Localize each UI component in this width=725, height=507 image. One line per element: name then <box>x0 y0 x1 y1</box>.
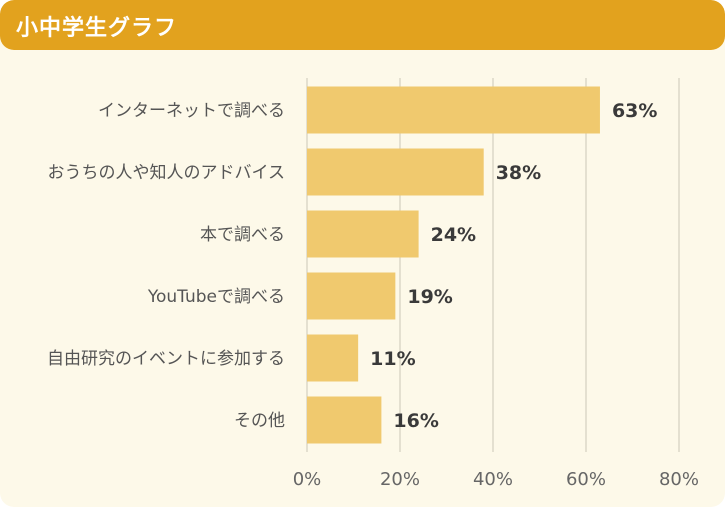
data-label: 19% <box>407 286 452 308</box>
x-tick-label: 0% <box>293 469 322 490</box>
data-label: 16% <box>393 410 438 432</box>
category-label: インターネットで調べる <box>98 101 285 121</box>
category-label: YouTubeで調べる <box>147 287 285 307</box>
x-tick-label: 20% <box>380 469 420 490</box>
data-label: 38% <box>496 162 541 184</box>
x-tick-label: 80% <box>659 469 699 490</box>
category-label: その他 <box>234 411 285 431</box>
chart-title: 小中学生グラフ <box>16 16 178 41</box>
category-label: 本で調べる <box>200 225 285 245</box>
category-label: 自由研究のイベントに参加する <box>47 349 285 369</box>
data-label: 11% <box>370 348 415 370</box>
data-label: 24% <box>431 224 476 246</box>
bar <box>307 210 419 258</box>
bar <box>307 334 359 382</box>
x-tick-label: 40% <box>473 469 513 490</box>
chart-header: 小中学生グラフ <box>0 0 725 50</box>
bar <box>307 86 600 134</box>
bar <box>307 148 484 196</box>
bar <box>307 272 396 320</box>
category-label: おうちの人や知人のアドバイス <box>48 163 286 183</box>
x-tick-label: 60% <box>566 469 606 490</box>
bar <box>307 396 382 444</box>
data-label: 63% <box>612 100 657 122</box>
